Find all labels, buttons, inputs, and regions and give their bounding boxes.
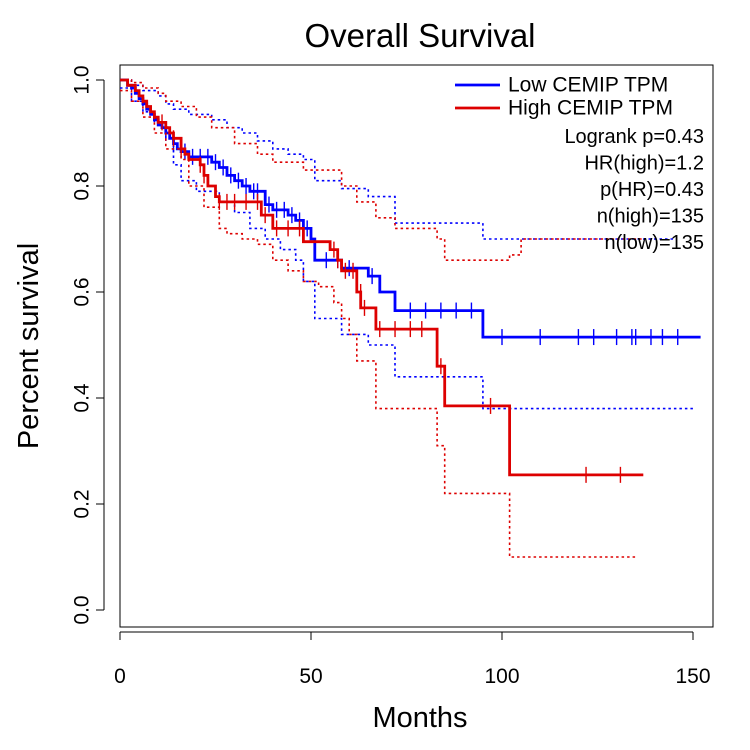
y-axis-title: Percent survival <box>13 243 45 449</box>
annotation-text: p(HR)=0.43 <box>600 179 704 201</box>
annotation-text: HR(high)=1.2 <box>584 153 704 175</box>
y-tick-label: 0.2 <box>71 489 94 518</box>
x-tick-label: 100 <box>484 665 519 688</box>
x-tick-label: 0 <box>114 665 126 688</box>
plot-frame <box>119 64 714 628</box>
series-1-ci-upper <box>120 79 644 261</box>
annotation-text: n(high)=135 <box>597 206 704 228</box>
x-axis: 0 50 100 150 <box>114 631 711 688</box>
y-tick-label: 1.0 <box>71 65 94 94</box>
series-1-ci-lower <box>120 89 636 558</box>
y-tick-label: 0.0 <box>71 595 94 624</box>
y-axis: 0.0 0.2 0.4 0.6 0.8 1.0 <box>71 65 105 625</box>
series-layer <box>120 78 701 558</box>
legend-label: Low CEMIP TPM <box>508 74 668 97</box>
x-axis-title: Months <box>372 702 467 734</box>
y-tick-label: 0.6 <box>71 277 94 306</box>
annotation-text: n(low)=135 <box>604 232 704 254</box>
y-tick-label: 0.8 <box>71 171 94 200</box>
chart-title: Overall Survival <box>304 17 535 54</box>
x-tick-label: 50 <box>299 665 322 688</box>
x-tick-label: 150 <box>675 665 710 688</box>
annotation-text: Logrank p=0.43 <box>564 126 704 148</box>
y-tick-label: 0.4 <box>71 383 94 413</box>
legend-label: High CEMIP TPM <box>508 97 673 120</box>
series-1-group <box>120 78 644 558</box>
annotations: Logrank p=0.43 HR(high)=1.2 p(HR)=0.43 n(hi… <box>564 126 704 254</box>
series-0-ci-upper <box>120 79 674 240</box>
